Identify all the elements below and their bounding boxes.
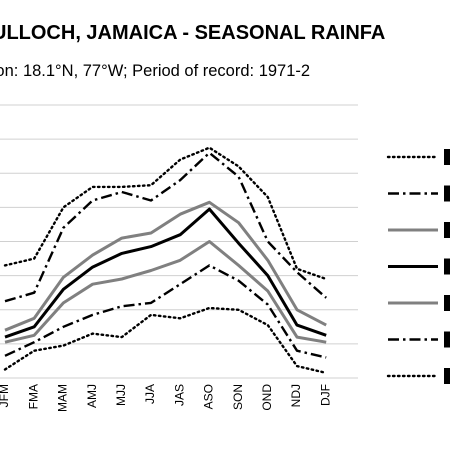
x-tick-label: OND: [260, 384, 274, 411]
series-lines: [3, 146, 328, 375]
legend-label-clipped: [444, 368, 450, 384]
legend-label-clipped: [444, 295, 450, 311]
legend-label-clipped: [444, 185, 450, 202]
x-tick-label: JJA: [143, 384, 157, 404]
x-axis: JFM FMA MAM AMJ MJJ JJA JAS ASO SON OND NDJ DJF: [0, 384, 332, 412]
series-line-1: [3, 146, 328, 281]
chart-subtitle: ation: 18.1°N, 77°W; Period of record: 1…: [0, 62, 311, 80]
chart-title: ULLOCH, JAMAICA - SEASONAL RAINFA: [0, 22, 386, 44]
series-line-7: [3, 306, 328, 375]
series-line-2: [4, 151, 327, 303]
series-line-3: [4, 200, 327, 332]
series-line-4: [4, 207, 327, 339]
legend-label-clipped: [444, 149, 450, 165]
x-tick-label: JFM: [0, 384, 11, 407]
legend-label-clipped: [444, 258, 450, 275]
legend-label-clipped: [444, 331, 450, 348]
series-line-5: [4, 240, 327, 344]
series-line-6: [4, 264, 327, 359]
x-tick-label: DJF: [318, 384, 332, 406]
legend: [386, 149, 450, 384]
x-tick-label: MJJ: [114, 384, 128, 406]
x-tick-label: SON: [231, 384, 245, 410]
x-tick-label: FMA: [26, 384, 40, 409]
x-tick-label: MAM: [56, 384, 70, 412]
legend-label-clipped: [444, 222, 450, 238]
x-tick-label: ASO: [202, 384, 216, 409]
x-tick-label: AMJ: [85, 384, 99, 408]
x-tick-label: NDJ: [289, 384, 303, 407]
x-tick-label: JAS: [172, 384, 186, 406]
